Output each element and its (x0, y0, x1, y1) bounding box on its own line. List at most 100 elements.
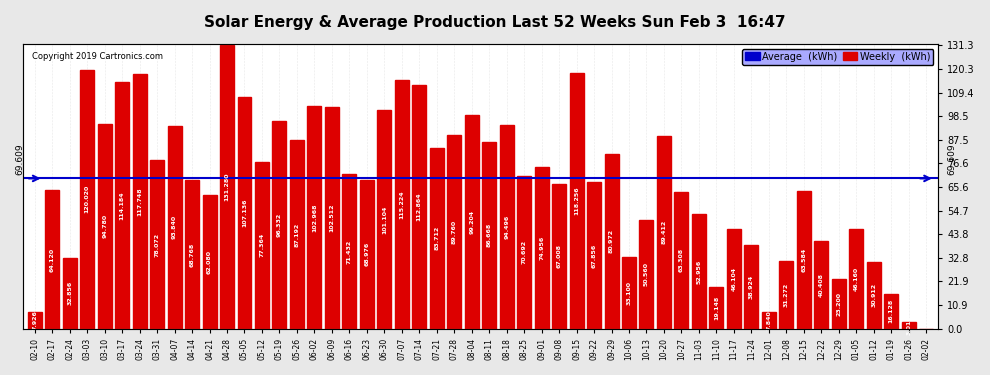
Bar (587, 182, 601, 329)
Text: 117.748: 117.748 (138, 187, 143, 216)
Bar (552, 184, 566, 329)
Bar (133, 75, 147, 329)
Text: 114.184: 114.184 (120, 191, 125, 220)
Text: 77.364: 77.364 (259, 233, 264, 257)
Text: 131.280: 131.280 (225, 173, 230, 201)
Bar (290, 141, 304, 329)
Bar (832, 279, 845, 329)
Text: 46.160: 46.160 (853, 267, 858, 291)
Text: 68.976: 68.976 (364, 242, 369, 266)
Bar (866, 262, 881, 329)
Text: 38.924: 38.924 (748, 274, 753, 299)
Bar (220, 45, 234, 329)
Text: 63.308: 63.308 (679, 248, 684, 273)
Text: 78.072: 78.072 (154, 232, 159, 256)
Bar (535, 167, 548, 329)
Legend: Average  (kWh), Weekly  (kWh): Average (kWh), Weekly (kWh) (742, 49, 934, 64)
Bar (272, 121, 286, 329)
Text: 96.332: 96.332 (277, 213, 282, 237)
Text: 40.408: 40.408 (819, 273, 824, 297)
Text: 80.972: 80.972 (609, 229, 614, 254)
Text: 50.560: 50.560 (644, 262, 649, 286)
Text: 71.432: 71.432 (346, 240, 351, 264)
Text: 74.956: 74.956 (540, 236, 545, 260)
Bar (727, 229, 741, 329)
Bar (500, 125, 514, 329)
Bar (640, 219, 653, 329)
Bar (779, 261, 793, 329)
Text: 69.609: 69.609 (15, 144, 25, 175)
Text: 67.856: 67.856 (592, 243, 597, 268)
Bar (395, 80, 409, 329)
Bar (744, 244, 758, 329)
Text: 102.968: 102.968 (312, 203, 317, 232)
Bar (203, 195, 217, 329)
Text: 94.496: 94.496 (504, 214, 509, 239)
Text: 62.080: 62.080 (207, 250, 212, 274)
Text: 115.224: 115.224 (399, 190, 404, 219)
Bar (185, 180, 199, 329)
Bar (814, 242, 829, 329)
Text: 70.692: 70.692 (522, 240, 527, 264)
Text: 68.768: 68.768 (189, 242, 195, 267)
Bar (605, 154, 619, 329)
Bar (308, 106, 322, 329)
Text: 3.012: 3.012 (906, 316, 911, 335)
Bar (46, 190, 59, 329)
Bar (430, 148, 444, 329)
Bar (622, 257, 636, 329)
Text: 30.912: 30.912 (871, 283, 876, 308)
Bar (255, 162, 269, 329)
Text: 52.956: 52.956 (696, 260, 701, 284)
Text: 31.272: 31.272 (784, 283, 789, 307)
Text: Solar Energy & Average Production Last 52 Weeks Sun Feb 3  16:47: Solar Energy & Average Production Last 5… (204, 15, 786, 30)
Text: 63.584: 63.584 (801, 248, 806, 272)
Text: 89.412: 89.412 (661, 220, 666, 245)
Text: 120.020: 120.020 (85, 185, 90, 213)
Bar (359, 180, 374, 329)
Text: 99.204: 99.204 (469, 210, 474, 234)
Text: 69.609: 69.609 (947, 144, 956, 175)
Bar (710, 287, 724, 329)
Text: 83.712: 83.712 (435, 226, 440, 251)
Text: Copyright 2019 Cartronics.com: Copyright 2019 Cartronics.com (32, 53, 162, 62)
Bar (482, 142, 496, 329)
Bar (517, 176, 531, 329)
Bar (62, 258, 76, 329)
Bar (692, 214, 706, 329)
Text: 64.120: 64.120 (50, 248, 54, 272)
Text: 46.104: 46.104 (732, 267, 737, 291)
Text: 101.104: 101.104 (382, 206, 387, 234)
Bar (674, 192, 688, 329)
Bar (150, 160, 164, 329)
Bar (167, 126, 181, 329)
Bar (80, 70, 94, 329)
Bar (377, 110, 391, 329)
Text: 93.840: 93.840 (172, 215, 177, 240)
Text: 33.100: 33.100 (627, 281, 632, 305)
Bar (343, 174, 356, 329)
Text: 16.128: 16.128 (889, 299, 894, 323)
Text: 67.008: 67.008 (556, 244, 561, 268)
Bar (115, 82, 129, 329)
Text: 32.856: 32.856 (67, 281, 72, 305)
Bar (797, 191, 811, 329)
Text: 19.148: 19.148 (714, 296, 719, 320)
Text: 87.192: 87.192 (294, 222, 299, 247)
Bar (762, 312, 776, 329)
Text: 7.840: 7.840 (766, 310, 771, 330)
Text: 94.780: 94.780 (102, 214, 107, 238)
Bar (238, 98, 251, 329)
Bar (28, 312, 42, 329)
Bar (447, 135, 461, 329)
Text: 107.136: 107.136 (242, 199, 247, 227)
Bar (569, 74, 583, 329)
Bar (464, 114, 479, 329)
Bar (657, 136, 671, 329)
Text: 7.926: 7.926 (33, 310, 38, 330)
Bar (98, 124, 112, 329)
Bar (902, 322, 916, 329)
Text: 102.512: 102.512 (330, 204, 335, 232)
Text: 23.200: 23.200 (837, 292, 842, 316)
Bar (884, 294, 898, 329)
